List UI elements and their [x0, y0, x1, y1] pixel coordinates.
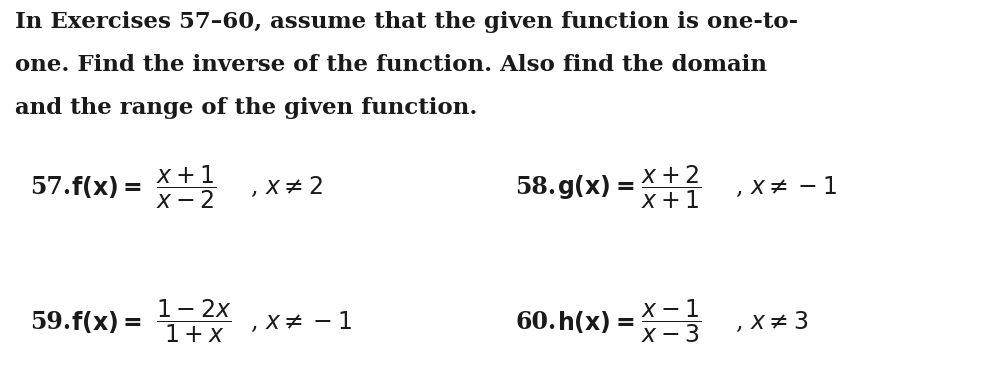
Text: and the range of the given function.: and the range of the given function. — [15, 97, 478, 119]
Text: 58.: 58. — [515, 175, 556, 199]
Text: $\dfrac{x-1}{x-3}$: $\dfrac{x-1}{x-3}$ — [641, 298, 702, 345]
Text: , $x\neq -1$: , $x\neq -1$ — [735, 175, 837, 199]
Text: $\dfrac{x+1}{x-2}$: $\dfrac{x+1}{x-2}$ — [156, 163, 216, 211]
Text: one. Find the inverse of the function. Also find the domain: one. Find the inverse of the function. A… — [15, 54, 767, 76]
Text: $\mathbf{g\mathbf{(}x\mathbf{)} =}$: $\mathbf{g\mathbf{(}x\mathbf{)} =}$ — [557, 173, 634, 201]
Text: , $x\neq 2$: , $x\neq 2$ — [250, 175, 322, 199]
Text: 60.: 60. — [515, 310, 556, 334]
Text: $\mathbf{f\mathbf{(}x\mathbf{)} =}$: $\mathbf{f\mathbf{(}x\mathbf{)} =}$ — [71, 174, 143, 200]
Text: $\mathbf{h\mathbf{(}x\mathbf{)} =}$: $\mathbf{h\mathbf{(}x\mathbf{)} =}$ — [557, 309, 634, 335]
Text: , $x\neq 3$: , $x\neq 3$ — [735, 310, 809, 334]
Text: 59.: 59. — [30, 310, 70, 334]
Text: In Exercises 57–60, assume that the given function is one-to-: In Exercises 57–60, assume that the give… — [15, 11, 798, 33]
Text: $\mathbf{f\mathbf{(}x\mathbf{)} =}$: $\mathbf{f\mathbf{(}x\mathbf{)} =}$ — [71, 309, 143, 335]
Text: , $x\neq -1$: , $x\neq -1$ — [250, 310, 352, 334]
Text: $\dfrac{1-2x}{1+x}$: $\dfrac{1-2x}{1+x}$ — [156, 298, 231, 345]
Text: $\dfrac{x+2}{x+1}$: $\dfrac{x+2}{x+1}$ — [641, 163, 702, 211]
Text: 57.: 57. — [30, 175, 70, 199]
